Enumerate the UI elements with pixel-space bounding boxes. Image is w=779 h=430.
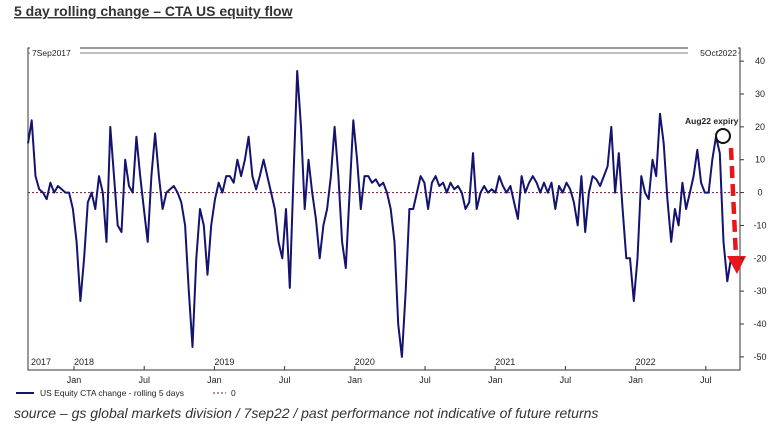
y-tick-label: 40 (755, 56, 765, 66)
year-label: 2022 (636, 357, 656, 367)
x-tick-label: Jul (279, 375, 291, 385)
source: source – gs global markets division / 7s… (14, 405, 598, 421)
annotation: Aug22 expiry (685, 116, 739, 126)
legend-label: US Equity CTA change - rolling 5 days (40, 388, 184, 398)
annotation-arrow (728, 147, 739, 259)
chart-title: 5 day rolling change – CTA US equity flo… (14, 3, 293, 19)
label-bg (688, 47, 738, 59)
year-label: 2021 (495, 357, 515, 367)
y-tick-label: -50 (753, 352, 766, 362)
data-line (27, 70, 732, 358)
y-tick-label: -10 (753, 220, 766, 230)
y-tick-label: -20 (753, 253, 766, 263)
y-tick-label: 0 (757, 188, 762, 198)
y-tick-label: -40 (753, 319, 766, 329)
year-label: 2017 (31, 357, 51, 367)
y-tick-label: 30 (755, 89, 765, 99)
x-tick-label: Jul (138, 375, 150, 385)
label-bg (30, 47, 80, 59)
start-label: 7Sep2017 (32, 48, 71, 58)
x-tick-label: Jan (207, 375, 222, 385)
x-tick-label: Jul (419, 375, 431, 385)
x-tick-label: Jan (488, 375, 503, 385)
x-tick-label: Jan (348, 375, 363, 385)
x-tick-label: Jul (560, 375, 572, 385)
year-label: 2018 (74, 357, 94, 367)
y-tick-label: -30 (753, 286, 766, 296)
x-tick-label: Jan (67, 375, 82, 385)
year-label: 2019 (214, 357, 234, 367)
x-tick-label: Jan (628, 375, 643, 385)
end-label: 5Oct2022 (700, 48, 737, 58)
legend-label: 0 (231, 388, 236, 398)
annotation-arrowhead (727, 256, 746, 274)
annotation-circle (715, 128, 731, 144)
y-tick-label: 20 (755, 122, 765, 132)
year-label: 2020 (355, 357, 375, 367)
plot-frame (27, 47, 741, 371)
x-tick-label: Jul (700, 375, 712, 385)
y-tick-label: 10 (755, 155, 765, 165)
